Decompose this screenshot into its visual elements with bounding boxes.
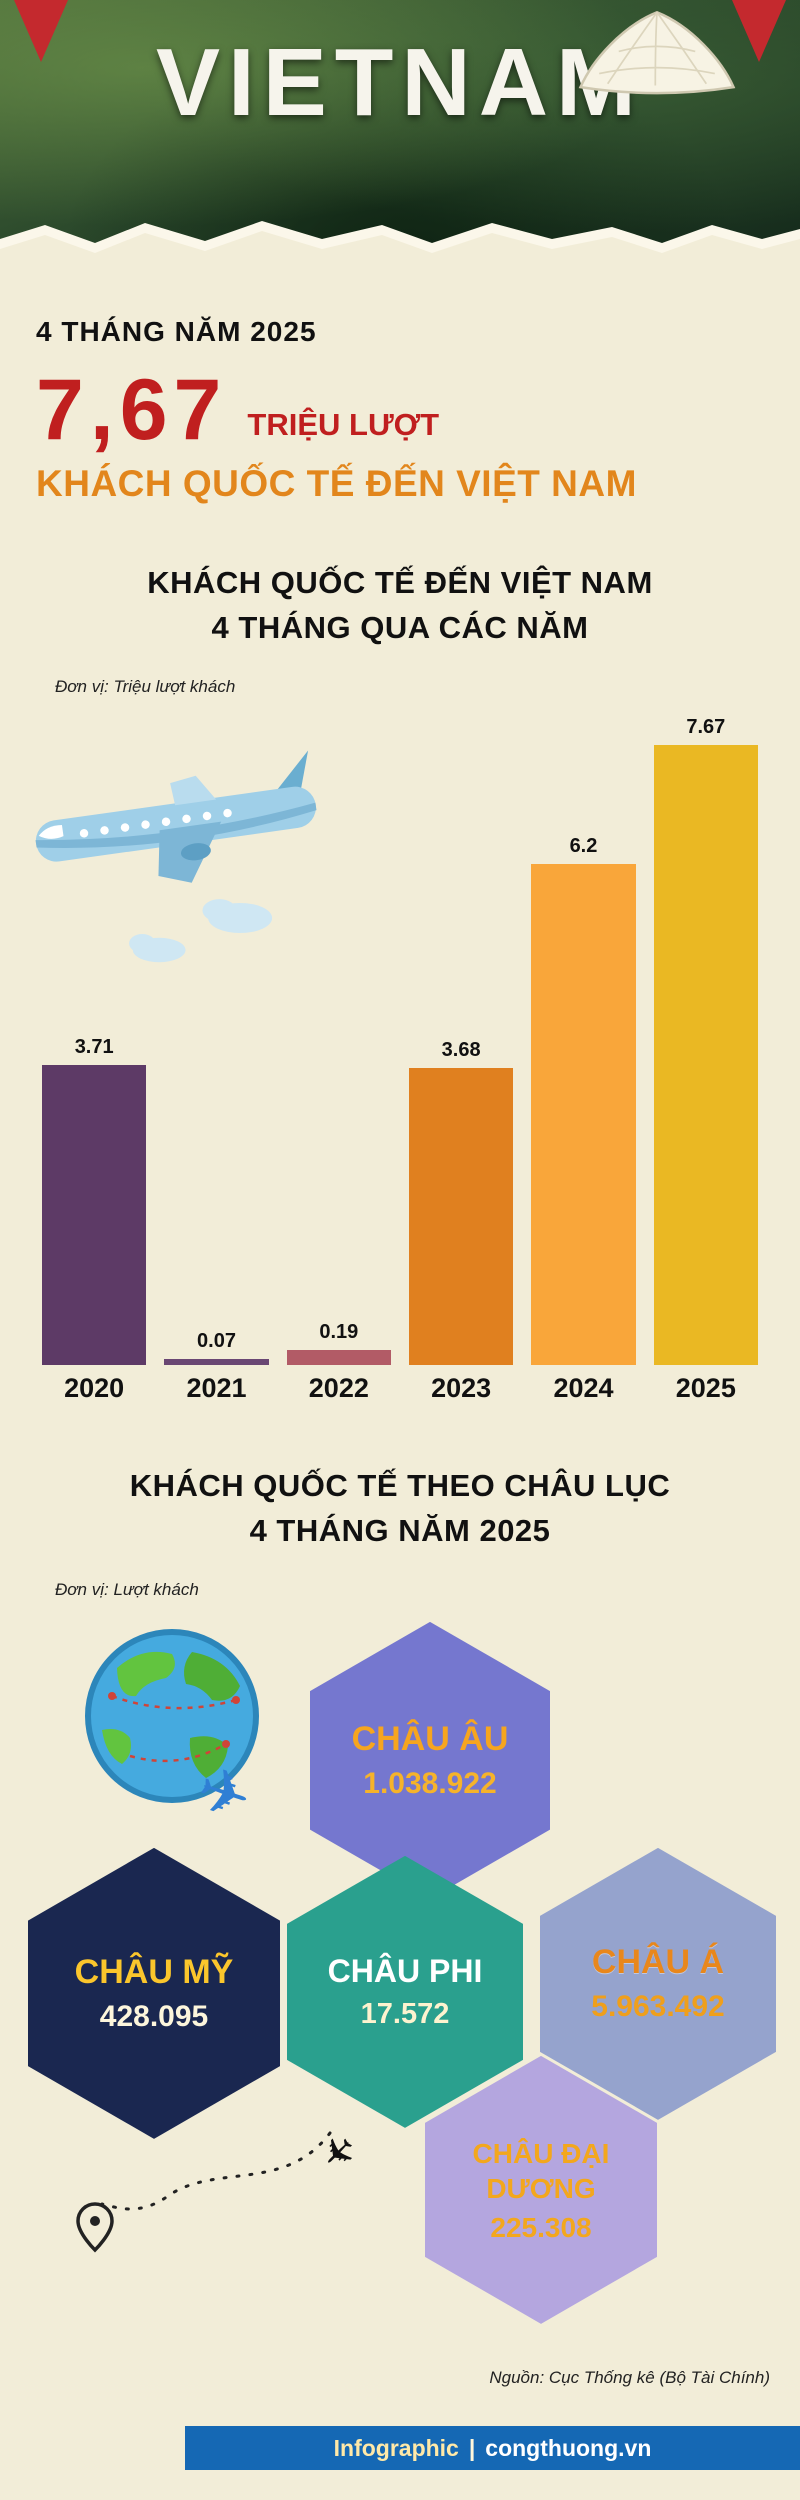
- footer-site: congthuong.vn: [485, 2434, 652, 2461]
- globe-illustration-icon: ✈: [85, 1628, 259, 1828]
- x-axis-label-2023: 2023: [431, 1372, 492, 1403]
- bar-value-label: 3.68: [441, 1038, 481, 1061]
- bar-2025: [653, 744, 758, 1365]
- bar-column-2020: 3.71: [42, 1035, 147, 1365]
- bar-value-label: 3.71: [74, 1035, 114, 1058]
- x-axis-label-2024: 2024: [553, 1372, 614, 1403]
- header-banner: VIETNAM: [0, 0, 800, 272]
- continent-chart-title: KHÁCH QUỐC TẾ THEO CHÂU LỤC 4 THÁNG NĂM …: [0, 1464, 800, 1554]
- hex-chau-phi-label: CHÂU PHI: [327, 1952, 483, 1989]
- hex-chau-my-label: CHÂU MỸ: [74, 1952, 234, 1991]
- bar-value-label: 6.2: [569, 834, 598, 857]
- footer-separator: |: [468, 2434, 476, 2461]
- hex-chau-dai-duong: CHÂU ĐẠI DƯƠNG 225.308: [425, 2055, 657, 2324]
- intro-section: 4 THÁNG NĂM 2025 7,67 TRIỆU LƯỢT KHÁCH Q…: [0, 272, 800, 505]
- bar-column-2023: 3.68: [408, 1038, 514, 1365]
- hexagon-map-area: ✈ ✈ CHÂU ÂU 1.038.922 CHÂ: [0, 1608, 800, 2332]
- conical-hat-icon: [578, 10, 736, 95]
- bar-2022: [286, 1349, 391, 1365]
- bar-chart-unit-label: Đơn vị: Triệu lượt khách: [55, 676, 236, 696]
- bar-value-label: 7.67: [686, 715, 726, 738]
- hex-chau-au-label: CHÂU ÂU: [351, 1719, 509, 1758]
- hex-chau-dai-duong-label: CHÂU ĐẠI DƯƠNG: [472, 2137, 610, 2204]
- bar-chart-title-line1: KHÁCH QUỐC TẾ ĐẾN VIỆT NAM: [147, 565, 653, 601]
- hex-chau-a-label: CHÂU Á: [591, 1943, 725, 1982]
- travel-route-dashed-line: ✈: [76, 2123, 365, 2253]
- bar-2023: [408, 1067, 514, 1365]
- x-axis-label-2021: 2021: [186, 1372, 247, 1403]
- continent-chart-section: KHÁCH QUỐC TẾ THEO CHÂU LỤC 4 THÁNG NĂM …: [0, 1464, 800, 2332]
- bar-value-label: 0.07: [197, 1329, 236, 1352]
- x-axis-label-2020: 2020: [64, 1372, 125, 1403]
- intro-subtitle: KHÁCH QUỐC TẾ ĐẾN VIỆT NAM: [36, 463, 637, 505]
- bar-2020: [42, 1064, 147, 1365]
- hex-chau-phi-value: 17.572: [360, 1997, 450, 2030]
- airplane-illustration-icon: [35, 750, 317, 963]
- headline-number-row: 7,67 TRIỆU LƯỢT: [36, 362, 800, 458]
- bar-chart-title-line2: 4 THÁNG QUA CÁC NĂM: [211, 610, 589, 646]
- x-axis-label-2025: 2025: [675, 1372, 736, 1403]
- bar-2021: [164, 1358, 269, 1365]
- hex-chau-a-value: 5.963.492: [591, 1990, 725, 2024]
- continent-chart-title-line2: 4 THÁNG NĂM 2025: [249, 1512, 551, 1548]
- footer-bar: Infographic | congthuong.vn: [185, 2426, 800, 2470]
- hex-chau-my: CHÂU MỸ 428.095: [28, 1847, 280, 2139]
- hex-chau-au-value: 1.038.922: [363, 1766, 497, 1800]
- bar-column-2022: 0.19: [286, 1320, 391, 1365]
- bar-2024: [531, 863, 636, 1365]
- intro-kicker: 4 THÁNG NĂM 2025: [36, 316, 317, 347]
- bar-column-2025: 7.67: [653, 715, 758, 1365]
- bar-chart-plot-area: 3.71 0.07 0.19 3.68 6.2: [0, 703, 800, 1404]
- bar-chart-section: KHÁCH QUỐC TẾ ĐẾN VIỆT NAM 4 THÁNG QUA C…: [0, 561, 800, 1404]
- hex-chau-my-value: 428.095: [99, 1999, 209, 2033]
- svg-text:✈: ✈: [310, 2123, 365, 2178]
- headline-unit: TRIỆU LƯỢT: [247, 407, 440, 443]
- hex-chau-dai-duong-value: 225.308: [490, 2211, 592, 2243]
- bar-column-2024: 6.2: [531, 834, 636, 1365]
- x-axis-labels: 2020 2021 2022 2023 2024 2025: [0, 1373, 800, 1404]
- bar-chart-title: KHÁCH QUỐC TẾ ĐẾN VIỆT NAM 4 THÁNG QUA C…: [0, 561, 800, 651]
- headline-number: 7,67: [36, 362, 228, 458]
- continent-chart-unit-label: Đơn vị: Lượt khách: [55, 1579, 199, 1599]
- bar-plot: 3.71 0.07 0.19 3.68 6.2: [0, 703, 800, 1365]
- header-title: VIETNAM: [156, 29, 644, 136]
- bar-value-label: 0.19: [319, 1320, 359, 1343]
- footer-brand: Infographic: [333, 2434, 459, 2461]
- x-axis-label-2022: 2022: [308, 1372, 369, 1403]
- continent-chart-title-line1: KHÁCH QUỐC TẾ THEO CHÂU LỤC: [129, 1467, 671, 1503]
- bar-column-2021: 0.07: [164, 1329, 269, 1365]
- torn-paper-edge: [0, 221, 800, 272]
- source-credit: Nguồn: Cục Thống kê (Bộ Tài Chính): [489, 2368, 770, 2387]
